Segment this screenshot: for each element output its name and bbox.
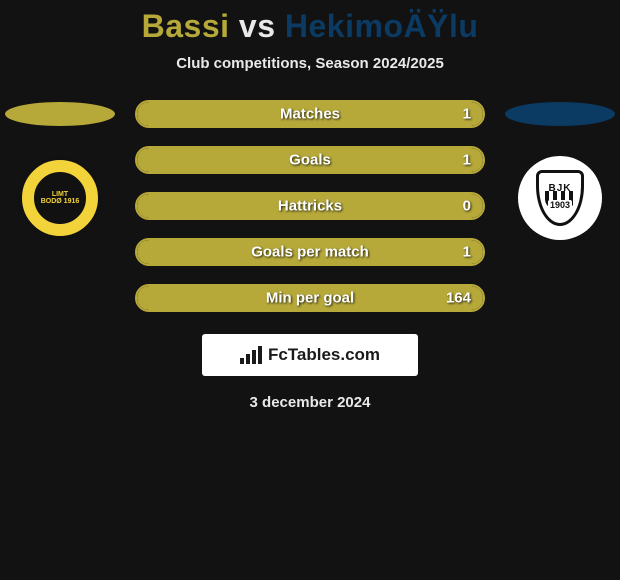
stat-bar-row: Matches 1 xyxy=(135,100,485,128)
left-club-logo-inner: LIMT BODØ 1916 xyxy=(31,169,89,227)
right-club-logo: BJK 1903 xyxy=(518,156,602,240)
left-club-logo: LIMT BODØ 1916 xyxy=(18,156,102,240)
stat-bar-right-value: 1 xyxy=(463,106,471,123)
left-logo-text-bottom: BODØ 1916 xyxy=(41,198,80,205)
stat-bar-right-value: 164 xyxy=(446,290,471,307)
title-player1: Bassi xyxy=(142,8,230,44)
stat-bar-label: Min per goal xyxy=(266,290,354,307)
title-vs: vs xyxy=(239,8,276,44)
stat-bar-right-value: 1 xyxy=(463,152,471,169)
branding-badge: FcTables.com xyxy=(202,334,418,376)
stat-bar-right-value: 1 xyxy=(463,244,471,261)
stat-bar-label: Goals per match xyxy=(251,244,369,261)
main-area: LIMT BODØ 1916 BJK 1903 Matches 1 Goals 1 Ha… xyxy=(0,100,620,411)
left-ellipse xyxy=(5,102,115,126)
stat-bar-label: Hattricks xyxy=(278,198,342,215)
right-logo-year: 1903 xyxy=(548,200,572,210)
stat-bar-label: Goals xyxy=(289,152,331,169)
stat-bars: Matches 1 Goals 1 Hattricks 0 Goals per match 1… xyxy=(135,100,485,312)
page-title: Bassi vs HekimoÄŸlu xyxy=(0,8,620,45)
infographic-root: Bassi vs HekimoÄŸlu Club competitions, S… xyxy=(0,0,620,411)
right-ellipse xyxy=(505,102,615,126)
stat-bar-label: Matches xyxy=(280,106,340,123)
stat-bar-right-value: 0 xyxy=(463,198,471,215)
stat-bar-row: Min per goal 164 xyxy=(135,284,485,312)
stat-bar-row: Goals 1 xyxy=(135,146,485,174)
left-side: LIMT BODØ 1916 xyxy=(0,100,120,240)
stat-bar-row: Goals per match 1 xyxy=(135,238,485,266)
title-player2: HekimoÄŸlu xyxy=(285,8,478,44)
right-side: BJK 1903 xyxy=(500,100,620,240)
branding-text: FcTables.com xyxy=(268,345,380,365)
date-text: 3 december 2024 xyxy=(0,394,620,411)
stat-bar-row: Hattricks 0 xyxy=(135,192,485,220)
branding-chart-icon xyxy=(240,346,262,364)
right-club-logo-shield: BJK 1903 xyxy=(536,170,584,226)
subtitle: Club competitions, Season 2024/2025 xyxy=(0,55,620,72)
left-logo-text-top: LIMT xyxy=(41,191,80,198)
